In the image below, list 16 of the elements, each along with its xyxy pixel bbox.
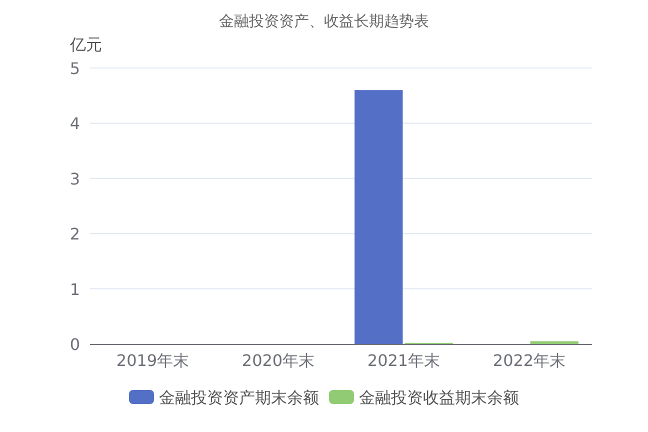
y-tick-label: 1 [70,280,80,299]
legend-label: 金融投资资产期末余额 [159,388,319,407]
y-tick-label: 2 [70,224,80,244]
bar [354,90,403,344]
x-tick-label: 2021年末 [367,351,440,370]
y-tick-label: 0 [70,335,80,354]
y-tick-label: 5 [70,59,80,78]
x-tick-label: 2019年末 [116,351,190,370]
x-tick-label: 2020年末 [242,351,315,370]
chart-title: 金融投资资产、收益长期趋势表 [219,12,429,30]
y-axis-title: 亿元 [69,35,102,54]
y-tick-label: 3 [70,169,80,188]
x-tick-label: 2022年末 [492,351,566,370]
legend-label: 金融投资收益期末余额 [359,388,519,407]
y-tick-label: 4 [70,114,80,134]
bar [530,341,578,344]
